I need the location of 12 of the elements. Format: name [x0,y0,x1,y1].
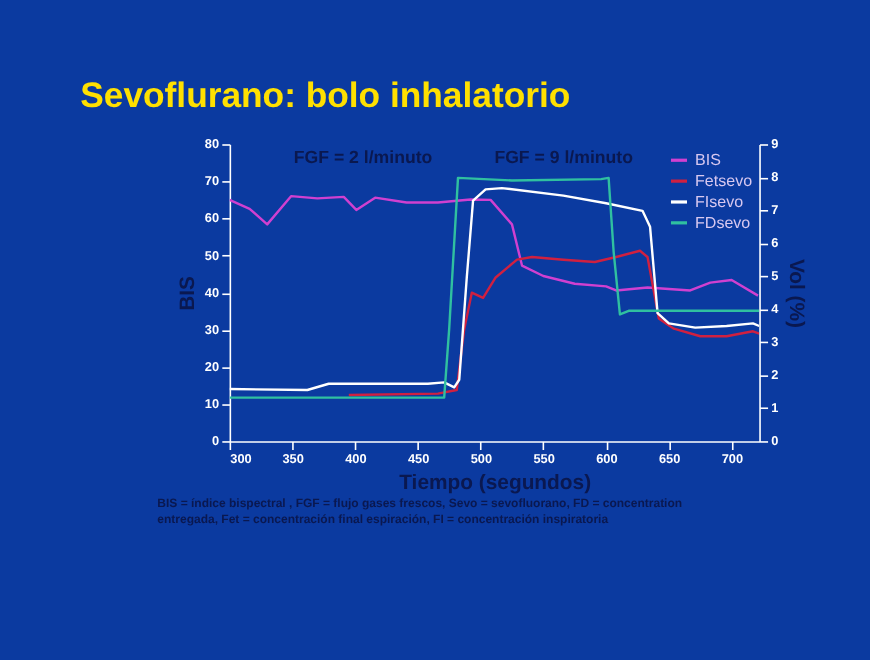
line-series [347,249,760,397]
annotation: FGF = 2 l/minuto [293,147,434,168]
legend-label: FDsevo [695,213,752,232]
legend-label: Fetsevo [695,171,754,190]
chart-title: Sevoflurano: bolo inhalatorio [80,75,571,116]
line-series [229,194,760,297]
y-axis-title: BIS [177,276,200,311]
annotation: FGF = 9 l/minuto [494,147,635,168]
legend-label: FIsevo [695,192,745,211]
legend-label: BIS [695,151,721,170]
y2-axis-title: Vol (%) [783,258,806,329]
x-axis-title: Tiempo (segundos) [399,472,592,495]
